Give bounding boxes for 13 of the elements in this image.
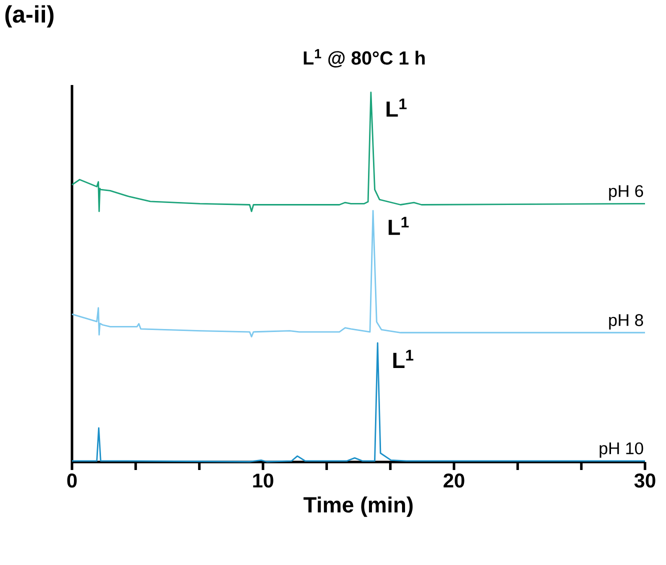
- chart-title: L$^{1}$ @ 80°C 1 h: [304, 49, 425, 68]
- x-axis-title: Time (min): [304, 496, 413, 517]
- x-tick-label: 0: [67, 474, 77, 488]
- x-tick-label: 20: [444, 474, 464, 488]
- annotation: L$^{1}$: [388, 216, 409, 235]
- series-label: pH 6: [609, 185, 644, 200]
- x-tick-label: 10: [253, 474, 274, 488]
- text: (a-ii): [5, 5, 54, 28]
- annotation: L$^{1}$: [393, 350, 414, 368]
- annotation: L$^{1}$: [386, 98, 407, 117]
- series-label: pH 10: [600, 442, 644, 458]
- series-label: pH 8: [609, 314, 644, 330]
- x-tick-label: 30: [634, 474, 656, 488]
